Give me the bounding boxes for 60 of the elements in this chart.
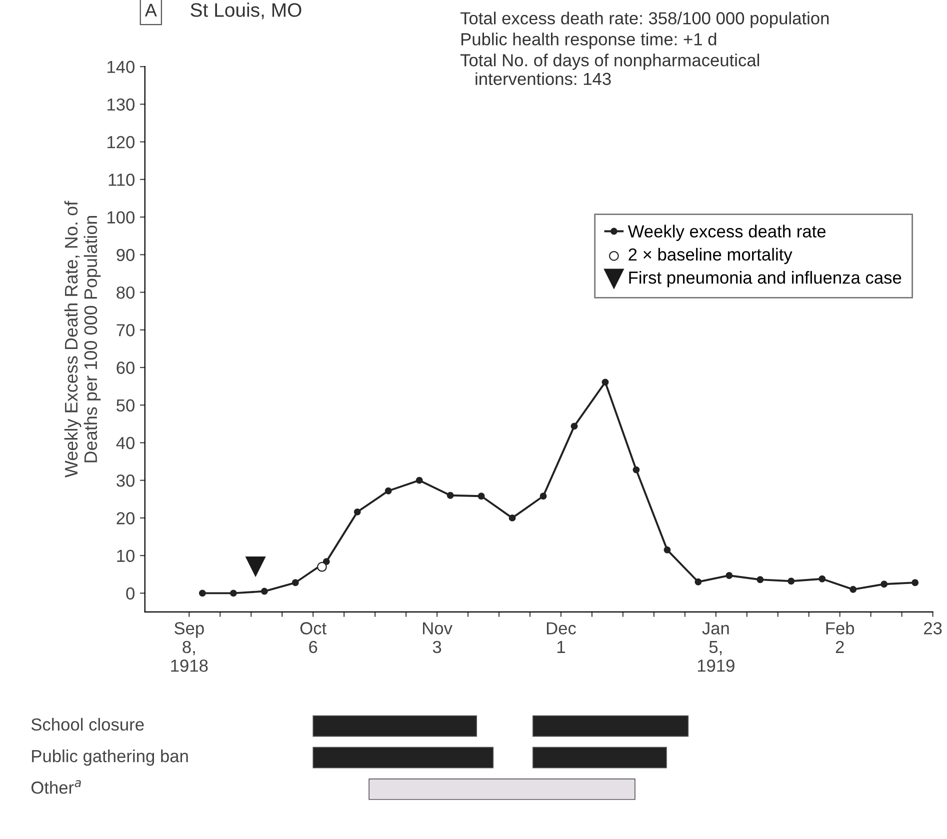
chart-title: St Louis, MO [190,2,302,20]
point [245,556,266,578]
point [354,508,361,516]
y-tick-label: 130 [108,98,134,111]
point [540,492,547,500]
text: School closure [31,718,144,731]
y-tick-label: 50 [116,399,134,412]
point [384,487,392,494]
point [912,579,919,586]
point [260,588,268,595]
y-tick-label: 70 [116,324,134,336]
legend-label: First pneumonia and influenza case [629,271,902,288]
point [788,578,795,585]
point [317,562,327,572]
legend-label: Weekly excess death rate [628,224,826,241]
point [694,578,702,586]
x-tick-label: Oct 6 [300,622,326,654]
text: Other$^{a}$ [31,780,81,794]
point [322,558,330,566]
y-tick-label: 20 [116,512,134,524]
point [602,378,609,386]
point [446,492,454,499]
point [632,466,640,474]
y-tick-label: 60 [116,362,134,374]
text: Total excess death rate: 358/100 000 population [460,12,829,28]
y-axis-title: Weekly Excess Death Rate, No. of Deaths per 100 000 Population [64,200,101,478]
point [880,580,888,588]
y-tick-label: 120 [108,136,134,148]
point [664,546,671,554]
x-tick-label: Nov 3 [423,622,452,654]
point [570,422,578,430]
y-tick-label: 140 [108,60,134,74]
point [726,572,733,579]
x-tick-label: Jan 5, 1919 [698,622,734,672]
x-tick-label: 23 [924,622,942,634]
point [818,575,826,582]
x-tick-label: Dec 1 [546,622,576,653]
legend-label: 2 × baseline mortality [628,248,792,264]
y-tick-label: 30 [116,474,134,487]
text: Public gathering ban [32,750,188,766]
text: A [144,4,157,16]
point [756,576,764,584]
x-tick-label: Sep 8, 1918 [171,622,208,672]
y-tick-label: 90 [116,248,134,262]
point [416,476,423,484]
point [478,492,485,500]
point [230,590,237,597]
point [292,579,299,586]
annotation: Total No. of days of nonpharmaceutical interventions: 143 [460,54,760,86]
y-tick-label: 110 [108,174,134,186]
point [508,514,516,522]
y-tick-label: 80 [116,286,134,299]
y-tick-label: 0 [126,587,134,600]
point [198,590,206,597]
y-tick-label: 100 [108,211,134,224]
x-tick-label: Feb 2 [826,622,854,653]
y-tick-label: 10 [117,550,134,562]
y-tick-label: 40 [116,436,134,450]
point [850,586,857,593]
text: Public health response time: +1 d [461,32,716,49]
